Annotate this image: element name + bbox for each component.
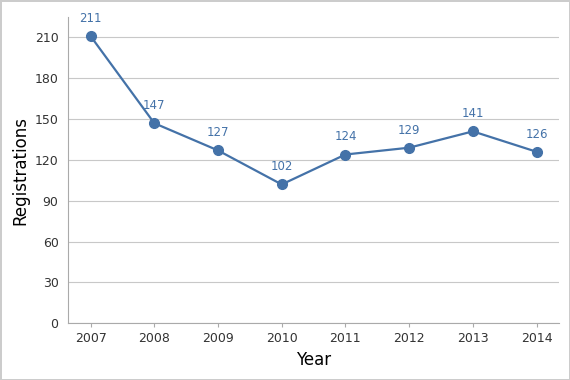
Text: 147: 147 bbox=[143, 99, 165, 112]
Text: 141: 141 bbox=[462, 107, 484, 120]
Text: 124: 124 bbox=[334, 130, 357, 143]
Text: 129: 129 bbox=[398, 124, 421, 136]
Text: 127: 127 bbox=[207, 126, 229, 139]
Y-axis label: Registrations: Registrations bbox=[11, 116, 29, 225]
Text: 211: 211 bbox=[79, 12, 102, 25]
Text: 126: 126 bbox=[526, 128, 548, 141]
X-axis label: Year: Year bbox=[296, 351, 331, 369]
Text: 102: 102 bbox=[271, 160, 293, 173]
